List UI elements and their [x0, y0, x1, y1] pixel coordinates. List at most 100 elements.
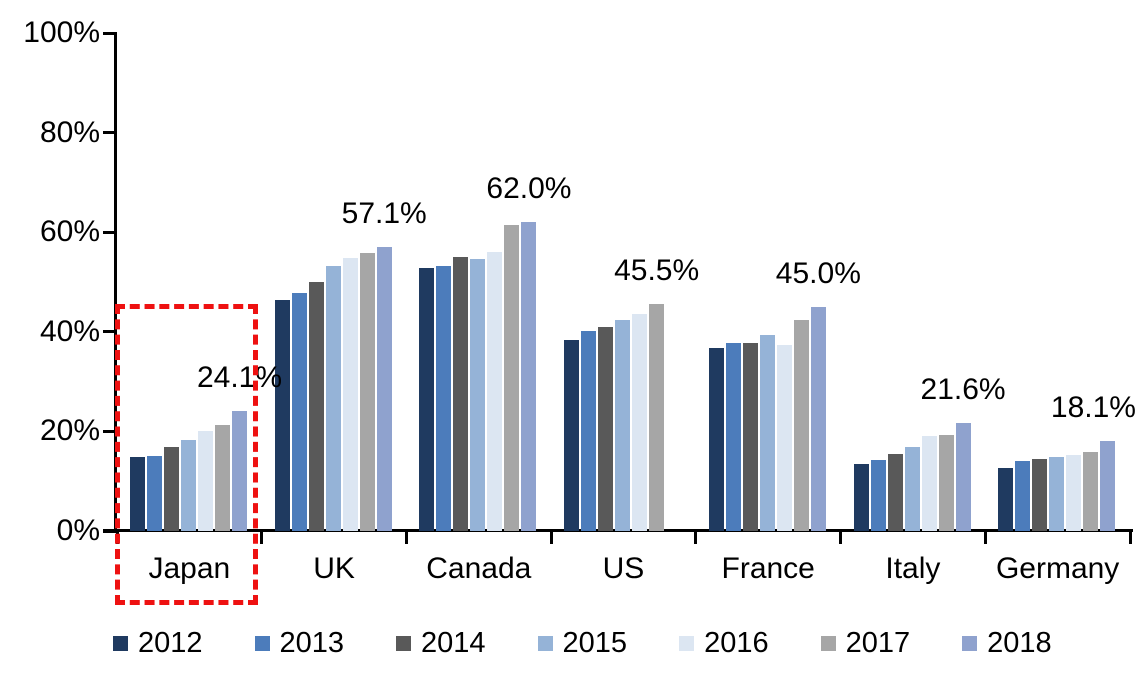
- legend-label-2016: 2016: [704, 627, 769, 659]
- legend-swatch-2014: [396, 635, 412, 651]
- data-label-japan: 24.1%: [196, 360, 283, 394]
- bar-japan-2013: [147, 456, 162, 531]
- bar-us-2014: [598, 326, 614, 531]
- x-tick-mark: [839, 529, 843, 544]
- x-tick-mark: [260, 529, 264, 544]
- bar-uk-2014: [308, 282, 324, 531]
- legend-label-2013: 2013: [279, 627, 345, 659]
- bar-us-2012: [564, 340, 580, 531]
- bar-germany-2015: [1049, 457, 1065, 531]
- legend-swatch-2017: [820, 635, 836, 651]
- category-label-canada: Canada: [426, 552, 532, 585]
- bar-us-2017: [649, 304, 665, 531]
- category-label-uk: UK: [313, 552, 355, 585]
- data-label-france: 45.0%: [775, 256, 861, 290]
- japan-highlight-box: [115, 304, 258, 605]
- y-tick-mark: [103, 330, 117, 334]
- bar-italy-2015: [904, 446, 920, 531]
- y-tick-mark: [103, 429, 117, 433]
- y-tick-label-100: 100%: [23, 16, 100, 49]
- legend-swatch-2015: [537, 635, 553, 651]
- bar-france-2013: [725, 342, 741, 531]
- y-tick-label-60: 60%: [39, 215, 100, 249]
- bar-canada-2014: [453, 257, 469, 531]
- bar-uk-2015: [325, 266, 341, 531]
- legend-label-2017: 2017: [845, 627, 911, 659]
- x-tick-mark: [694, 529, 698, 544]
- bar-france-2015: [759, 334, 775, 531]
- data-label-canada: 62.0%: [486, 172, 572, 206]
- legend-label-2012: 2012: [138, 627, 203, 659]
- bar-germany-2014: [1032, 459, 1048, 531]
- data-label-italy: 21.6%: [920, 373, 1006, 407]
- bar-uk-2017: [359, 252, 375, 531]
- bar-france-2017: [793, 319, 809, 531]
- x-tick-mark: [1128, 529, 1132, 544]
- legend-swatch-2018: [962, 635, 978, 651]
- bar-japan-2016: [198, 431, 213, 531]
- bar-germany-2012: [998, 468, 1014, 531]
- bar-us-2015: [615, 320, 631, 531]
- y-tick-mark: [103, 230, 117, 234]
- y-tick-mark: [103, 131, 117, 135]
- category-label-us: US: [602, 552, 645, 585]
- bar-italy-2014: [887, 454, 903, 531]
- y-tick-label-0: 0%: [56, 514, 100, 547]
- legend-swatch-2012: [113, 635, 128, 651]
- bar-france-2016: [776, 344, 792, 531]
- legend-item-2017: 2017: [820, 626, 911, 660]
- legend-item-2014: 2014: [396, 626, 486, 660]
- x-tick-mark: [404, 529, 408, 544]
- bar-uk-2018: [376, 246, 392, 531]
- bar-uk-2012: [274, 299, 290, 531]
- bar-uk-2013: [291, 293, 307, 531]
- bar-france-2014: [742, 343, 758, 531]
- bar-canada-2012: [419, 267, 435, 531]
- bar-france-2018: [810, 306, 826, 531]
- bar-canada-2016: [487, 252, 503, 531]
- legend-swatch-2016: [679, 635, 695, 651]
- bar-us-2016: [632, 313, 648, 531]
- y-tick-label-80: 80%: [39, 115, 100, 149]
- bar-italy-2016: [921, 436, 937, 531]
- bar-japan-2018: [232, 410, 247, 531]
- bar-italy-2013: [870, 460, 886, 531]
- legend-label-2018: 2018: [987, 627, 1052, 659]
- bar-japan-2017: [215, 425, 230, 531]
- bar-italy-2012: [853, 464, 869, 531]
- data-label-germany: 18.1%: [1050, 390, 1136, 424]
- bar-japan-2015: [181, 440, 196, 531]
- bar-germany-2013: [1015, 461, 1031, 531]
- y-tick-mark: [103, 31, 117, 35]
- category-label-italy: Italy: [885, 552, 941, 585]
- bar-italy-2018: [955, 423, 971, 531]
- x-tick-mark: [983, 529, 987, 544]
- category-label-germany: Germany: [995, 552, 1120, 585]
- y-tick-label-40: 40%: [39, 314, 100, 348]
- bar-us-2013: [581, 330, 597, 531]
- legend-item-2013: 2013: [254, 626, 345, 660]
- bar-canada-2018: [521, 222, 537, 531]
- y-axis-line: [114, 33, 117, 531]
- bar-germany-2018: [1100, 440, 1116, 531]
- bar-germany-2016: [1066, 454, 1082, 531]
- legend-item-2012: 2012: [113, 626, 203, 660]
- y-tick-label-20: 20%: [39, 414, 100, 448]
- x-tick-mark: [549, 529, 553, 544]
- data-label-uk: 57.1%: [341, 196, 427, 230]
- legend: 2012 2013 2014 2015 2016 2017 2018: [113, 626, 1052, 660]
- bar-germany-2017: [1083, 451, 1099, 531]
- bar-uk-2016: [342, 258, 358, 531]
- bar-italy-2017: [938, 435, 954, 531]
- bar-canada-2015: [470, 258, 486, 531]
- category-label-france: France: [721, 552, 815, 585]
- legend-item-2015: 2015: [537, 626, 628, 660]
- category-label-japan: Japan: [148, 552, 231, 585]
- legend-label-2014: 2014: [421, 627, 486, 659]
- bar-canada-2017: [504, 224, 520, 531]
- legend-label-2015: 2015: [562, 627, 628, 659]
- bar-canada-2013: [436, 265, 452, 531]
- data-label-us: 45.5%: [614, 254, 700, 288]
- bar-japan-2012: [130, 457, 145, 531]
